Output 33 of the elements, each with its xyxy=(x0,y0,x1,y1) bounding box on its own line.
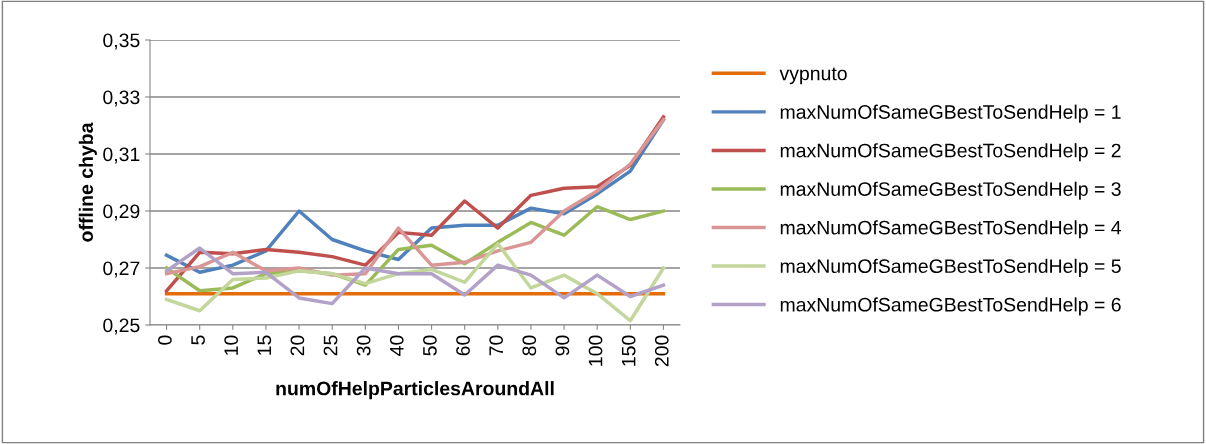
line-series xyxy=(164,246,666,306)
x-tick-label: 30 xyxy=(356,335,371,356)
x-tick-label: 0 xyxy=(158,335,172,345)
x-tick-label: 200 xyxy=(654,335,669,367)
x-tick-label: 90 xyxy=(555,335,570,356)
x-tick-label: 60 xyxy=(456,335,470,356)
y-tick-label: 0,29 xyxy=(103,204,140,221)
legend-label: maxNumOfSameGBestToSendHelp = 3 xyxy=(780,181,1121,200)
legend-label: maxNumOfSameGBestToSendHelp = 6 xyxy=(780,297,1121,316)
legend-label: maxNumOfSameGBestToSendHelp = 4 xyxy=(780,220,1121,239)
x-tick-label: 40 xyxy=(389,335,404,356)
x-tick-label: 70 xyxy=(489,335,504,356)
x-tick-label: 15 xyxy=(257,335,272,355)
x-tick-label: 10 xyxy=(224,335,239,355)
legend-label: vypnuto xyxy=(779,67,847,85)
legend-label: maxNumOfSameGBestToSendHelp = 5 xyxy=(780,258,1121,277)
x-tick-label: 100 xyxy=(588,335,603,366)
y-tick-label: 0,31 xyxy=(103,147,140,164)
legend-label: maxNumOfSameGBestToSendHelp = 2 xyxy=(780,143,1121,162)
x-tick-label: 80 xyxy=(522,335,537,356)
y-tick-label: 0,27 xyxy=(103,261,140,278)
line-series xyxy=(164,242,666,323)
y-tick-label: 0,25 xyxy=(103,318,140,335)
y-tick-label: 0,35 xyxy=(103,33,140,50)
y-tick-label: 0,33 xyxy=(103,90,140,107)
legend-label: maxNumOfSameGBestToSendHelp = 1 xyxy=(780,104,1121,123)
x-tick-label: 20 xyxy=(290,335,305,356)
x-tick-label: 25 xyxy=(323,335,338,356)
x-tick-label: 5 xyxy=(191,335,205,345)
y-axis-title: offline chyba xyxy=(78,122,97,242)
x-tick-label: 50 xyxy=(423,335,437,356)
x-axis-title: numOfHelpParticlesAroundAll xyxy=(276,381,554,400)
x-tick-label: 150 xyxy=(621,335,636,366)
